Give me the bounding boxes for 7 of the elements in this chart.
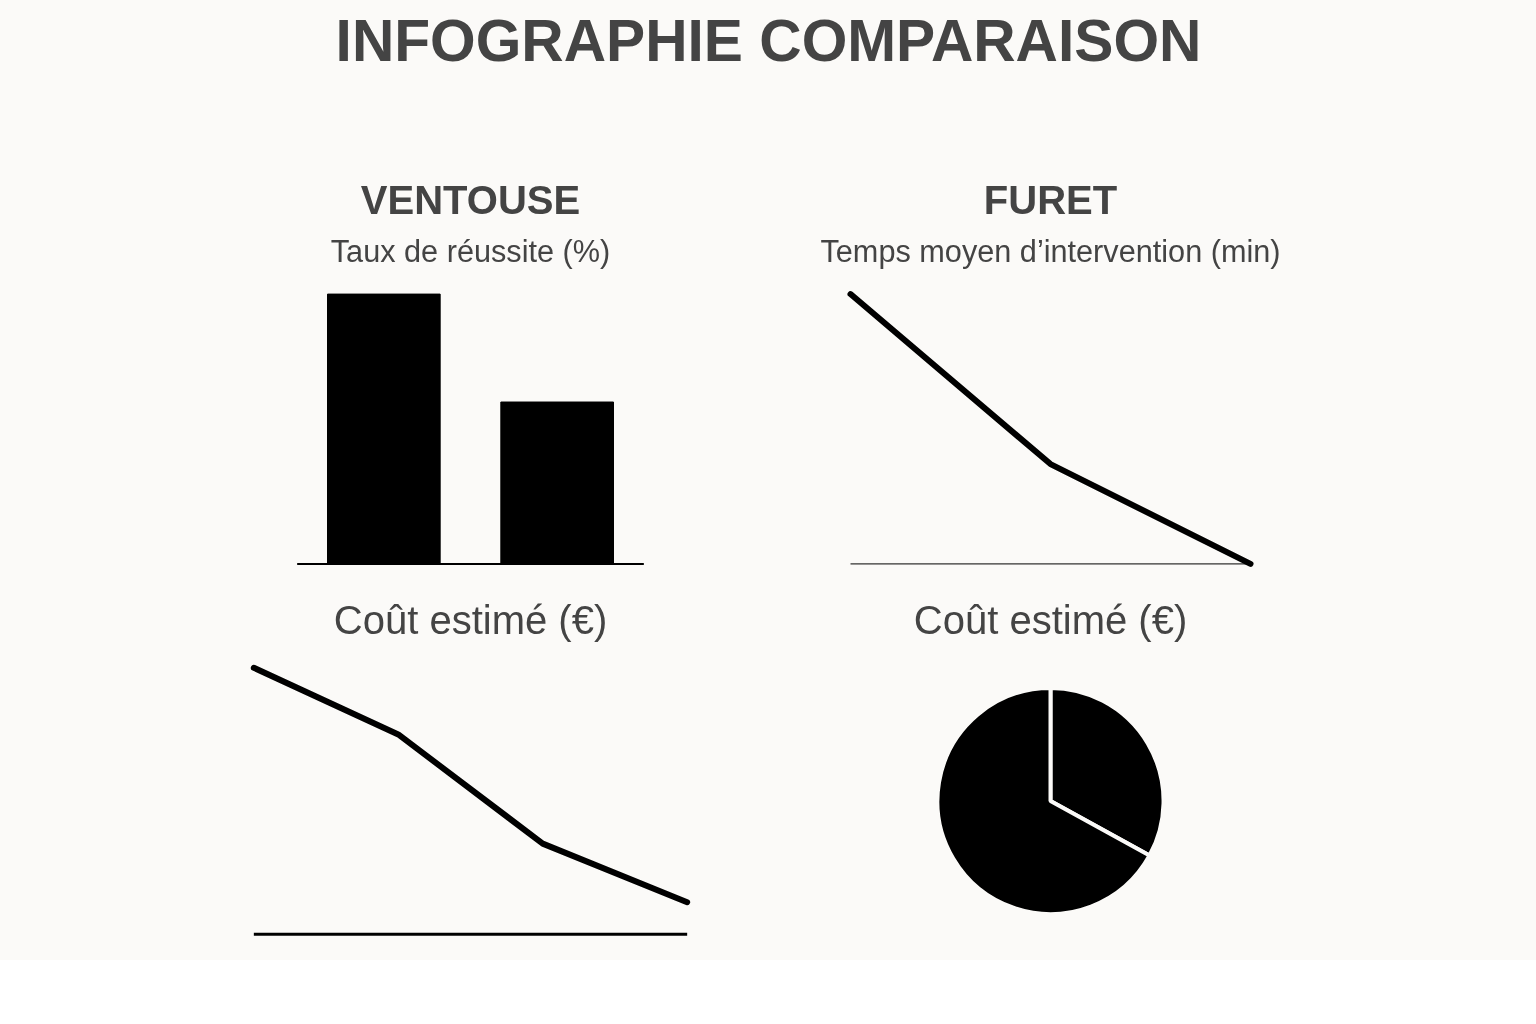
- text: INFOGRAPHIE COMPARAISON: [335, 7, 1202, 73]
- chart-title: VENTOUSE: [360, 177, 581, 222]
- chart-subtitle: Taux de réussite (%): [330, 233, 611, 269]
- chart-title: Coût estimé (€): [913, 597, 1188, 642]
- chart-title: FURET: [983, 177, 1118, 222]
- chart-subtitle: Temps moyen d’intervention (min): [820, 233, 1281, 269]
- chart-title: Coût estimé (€): [333, 597, 608, 642]
